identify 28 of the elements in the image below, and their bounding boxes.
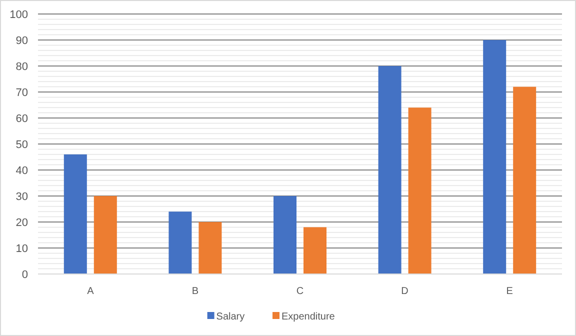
y-tick-label: 90 <box>16 34 28 47</box>
legend-label: Salary <box>216 312 245 322</box>
x-tick-label: E <box>506 286 514 297</box>
y-tick-label: 60 <box>16 112 28 125</box>
y-tick-label: 40 <box>16 164 28 177</box>
y-tick-label: 30 <box>16 190 28 203</box>
bar <box>378 66 402 274</box>
y-tick-label: 70 <box>16 86 28 99</box>
y-tick-label: 10 <box>16 242 28 255</box>
y-tick-label: 50 <box>16 138 28 151</box>
bar <box>168 212 192 274</box>
y-tick-label: 20 <box>16 216 28 229</box>
x-tick-label: C <box>296 286 304 297</box>
bar <box>408 108 432 274</box>
bar <box>304 227 326 274</box>
bar <box>94 196 117 274</box>
y-tick-label: 100 <box>10 8 28 21</box>
x-tick-label: D <box>401 286 408 297</box>
bar <box>198 222 222 274</box>
y-tick-label: 80 <box>16 60 28 73</box>
bar <box>513 86 536 274</box>
bar <box>274 196 296 274</box>
x-tick-label: A <box>87 286 94 297</box>
bar <box>483 40 506 274</box>
y-tick-label: 0 <box>22 268 28 281</box>
bar <box>64 154 87 274</box>
legend-label: Expenditure <box>282 312 336 322</box>
x-tick-label: B <box>192 286 199 297</box>
